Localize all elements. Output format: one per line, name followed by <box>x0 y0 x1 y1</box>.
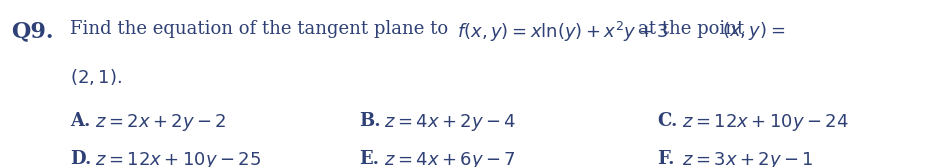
Text: $z = 12x + 10y - 24$: $z = 12x + 10y - 24$ <box>682 112 849 133</box>
Text: C.: C. <box>657 112 678 130</box>
Text: D.: D. <box>70 150 91 167</box>
Text: $z = 2x + 2y - 2$: $z = 2x + 2y - 2$ <box>95 112 226 133</box>
Text: Q9.: Q9. <box>11 20 54 42</box>
Text: A.: A. <box>70 112 90 130</box>
Text: $f(x, y) = x\ln(y) + x^2y + 3$: $f(x, y) = x\ln(y) + x^2y + 3$ <box>457 20 668 44</box>
Text: $z = 12x + 10y - 25$: $z = 12x + 10y - 25$ <box>95 150 261 167</box>
Text: $z = 4x + 6y - 7$: $z = 4x + 6y - 7$ <box>384 150 516 167</box>
Text: $(x, y) =$: $(x, y) =$ <box>722 20 786 42</box>
Text: $(2, 1).$: $(2, 1).$ <box>70 67 122 87</box>
Text: B.: B. <box>359 112 380 130</box>
Text: F.: F. <box>657 150 675 167</box>
Text: $z = 3x + 2y - 1$: $z = 3x + 2y - 1$ <box>682 150 814 167</box>
Text: at the point: at the point <box>638 20 745 38</box>
Text: Find the equation of the tangent plane to: Find the equation of the tangent plane t… <box>70 20 448 38</box>
Text: E.: E. <box>359 150 378 167</box>
Text: $z = 4x + 2y - 4$: $z = 4x + 2y - 4$ <box>384 112 516 133</box>
